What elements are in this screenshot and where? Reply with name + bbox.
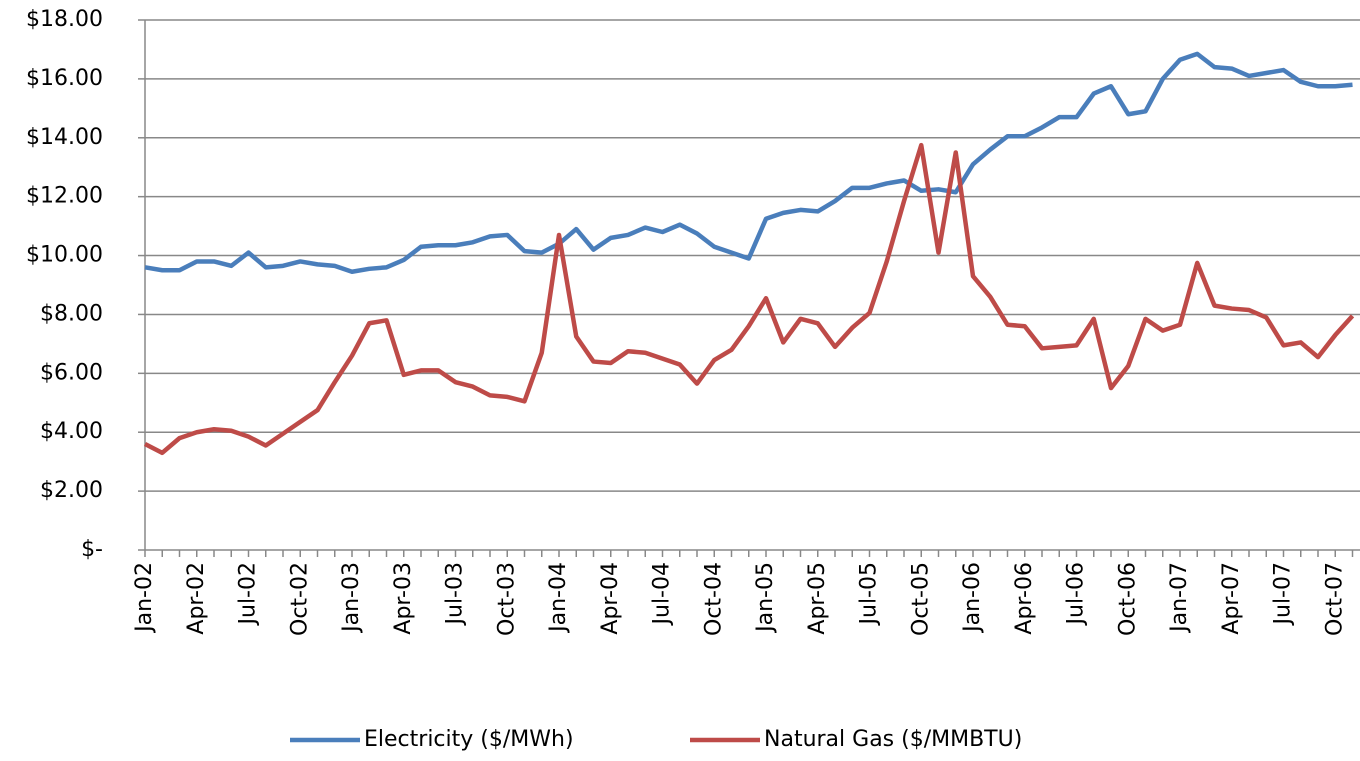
x-tick-label: Apr-02 (184, 562, 209, 635)
y-tick-label: $6.00 (40, 360, 103, 385)
y-tick-label: $14.00 (26, 125, 103, 150)
series-line (143, 142, 1355, 456)
x-tick-label: Jul-06 (1064, 562, 1089, 626)
legend-label: Natural Gas ($/MMBTU) (764, 727, 1022, 752)
x-tick-label: Jan-02 (132, 562, 157, 634)
x-tick-label: Jul-02 (236, 562, 261, 626)
x-tick-label: Jul-04 (650, 562, 675, 626)
x-tick-label: Jul-07 (1271, 562, 1296, 626)
y-tick-label: $2.00 (40, 478, 103, 503)
series-line (144, 51, 1353, 274)
x-tick-label: Apr-05 (805, 562, 830, 635)
x-tick-label: Apr-04 (598, 562, 623, 635)
x-tick-label: Oct-03 (494, 562, 519, 636)
x-tick-label: Jan-05 (753, 562, 778, 634)
y-tick-label: $10.00 (26, 243, 103, 268)
x-tick-label: Jul-03 (443, 562, 468, 626)
x-tick-label: Apr-03 (391, 562, 416, 635)
x-tick-label: Oct-05 (908, 562, 933, 636)
legend-label: Electricity ($/MWh) (364, 727, 574, 752)
x-tick-label: Oct-07 (1322, 562, 1347, 636)
y-tick-label: $4.00 (40, 419, 103, 444)
x-tick-label: Apr-06 (1012, 562, 1037, 635)
y-tick-label: $16.00 (26, 66, 103, 91)
x-tick-label: Oct-02 (287, 562, 312, 636)
x-tick-label: Apr-07 (1219, 562, 1244, 635)
y-tick-label: $- (81, 537, 103, 562)
y-tick-label: $8.00 (40, 301, 103, 326)
y-tick-label: $12.00 (26, 184, 103, 209)
x-tick-label: Jan-06 (960, 562, 985, 634)
x-tick-label: Jan-04 (546, 562, 571, 634)
y-tick-label: $18.00 (26, 7, 103, 32)
x-tick-label: Oct-06 (1115, 562, 1140, 636)
x-tick-label: Oct-04 (701, 562, 726, 636)
x-tick-label: Jan-07 (1167, 562, 1192, 634)
x-tick-label: Jul-05 (857, 562, 882, 626)
x-tick-label: Jan-03 (339, 562, 364, 634)
